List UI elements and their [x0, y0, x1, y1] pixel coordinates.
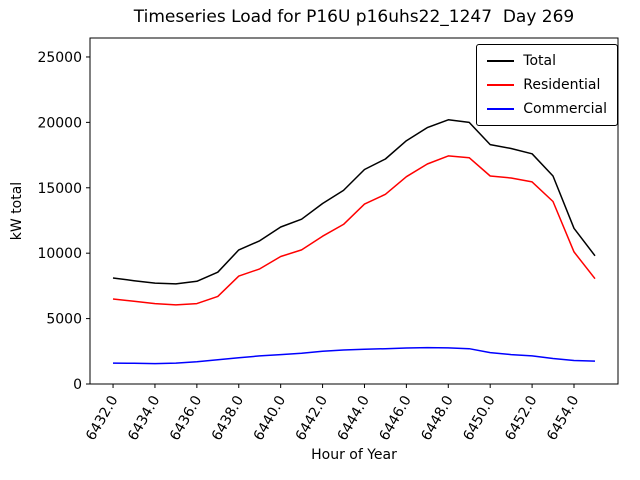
x-tick-label: 6454.0 — [544, 393, 582, 443]
x-tick-label: 6432.0 — [83, 393, 121, 443]
chart-title: Timeseries Load for P16U p16uhs22_1247 D… — [133, 7, 575, 27]
y-tick-label: 5000 — [46, 312, 82, 328]
commercial-line-swatch — [487, 108, 515, 110]
y-tick-label: 10000 — [37, 246, 82, 262]
x-tick-label: 6448.0 — [418, 393, 456, 443]
y-tick-label: 0 — [73, 377, 82, 393]
legend-item-commercial: Commercial — [487, 100, 607, 118]
x-tick-label: 6438.0 — [209, 393, 247, 443]
x-tick-label: 6446.0 — [376, 393, 414, 443]
legend: Total Residential Commercial — [476, 44, 618, 126]
y-axis-label: kW total — [9, 181, 25, 241]
x-tick-label: 6434.0 — [125, 393, 163, 443]
x-tick-label: 6450.0 — [460, 393, 498, 443]
y-tick-label: 15000 — [37, 181, 82, 197]
x-tick-label: 6442.0 — [293, 393, 331, 443]
series-line-residential — [112, 155, 596, 306]
residential-line-swatch — [487, 84, 515, 86]
series-line-total — [112, 119, 596, 285]
y-tick-label: 20000 — [37, 115, 82, 131]
x-axis-label: Hour of Year — [311, 447, 397, 463]
legend-label-residential: Residential — [523, 77, 601, 93]
total-line-swatch — [487, 60, 515, 62]
legend-label-total: Total — [523, 53, 556, 69]
x-tick-label: 6440.0 — [251, 393, 289, 443]
y-tick-label: 25000 — [37, 50, 82, 66]
x-tick-label: 6452.0 — [502, 393, 540, 443]
legend-label-commercial: Commercial — [523, 101, 607, 117]
legend-item-residential: Residential — [487, 76, 607, 94]
plot-frame — [89, 37, 619, 385]
legend-item-total: Total — [487, 52, 607, 70]
x-tick-label: 6444.0 — [335, 393, 373, 443]
series-line-commercial — [112, 346, 596, 365]
x-tick-label: 6436.0 — [167, 393, 205, 443]
